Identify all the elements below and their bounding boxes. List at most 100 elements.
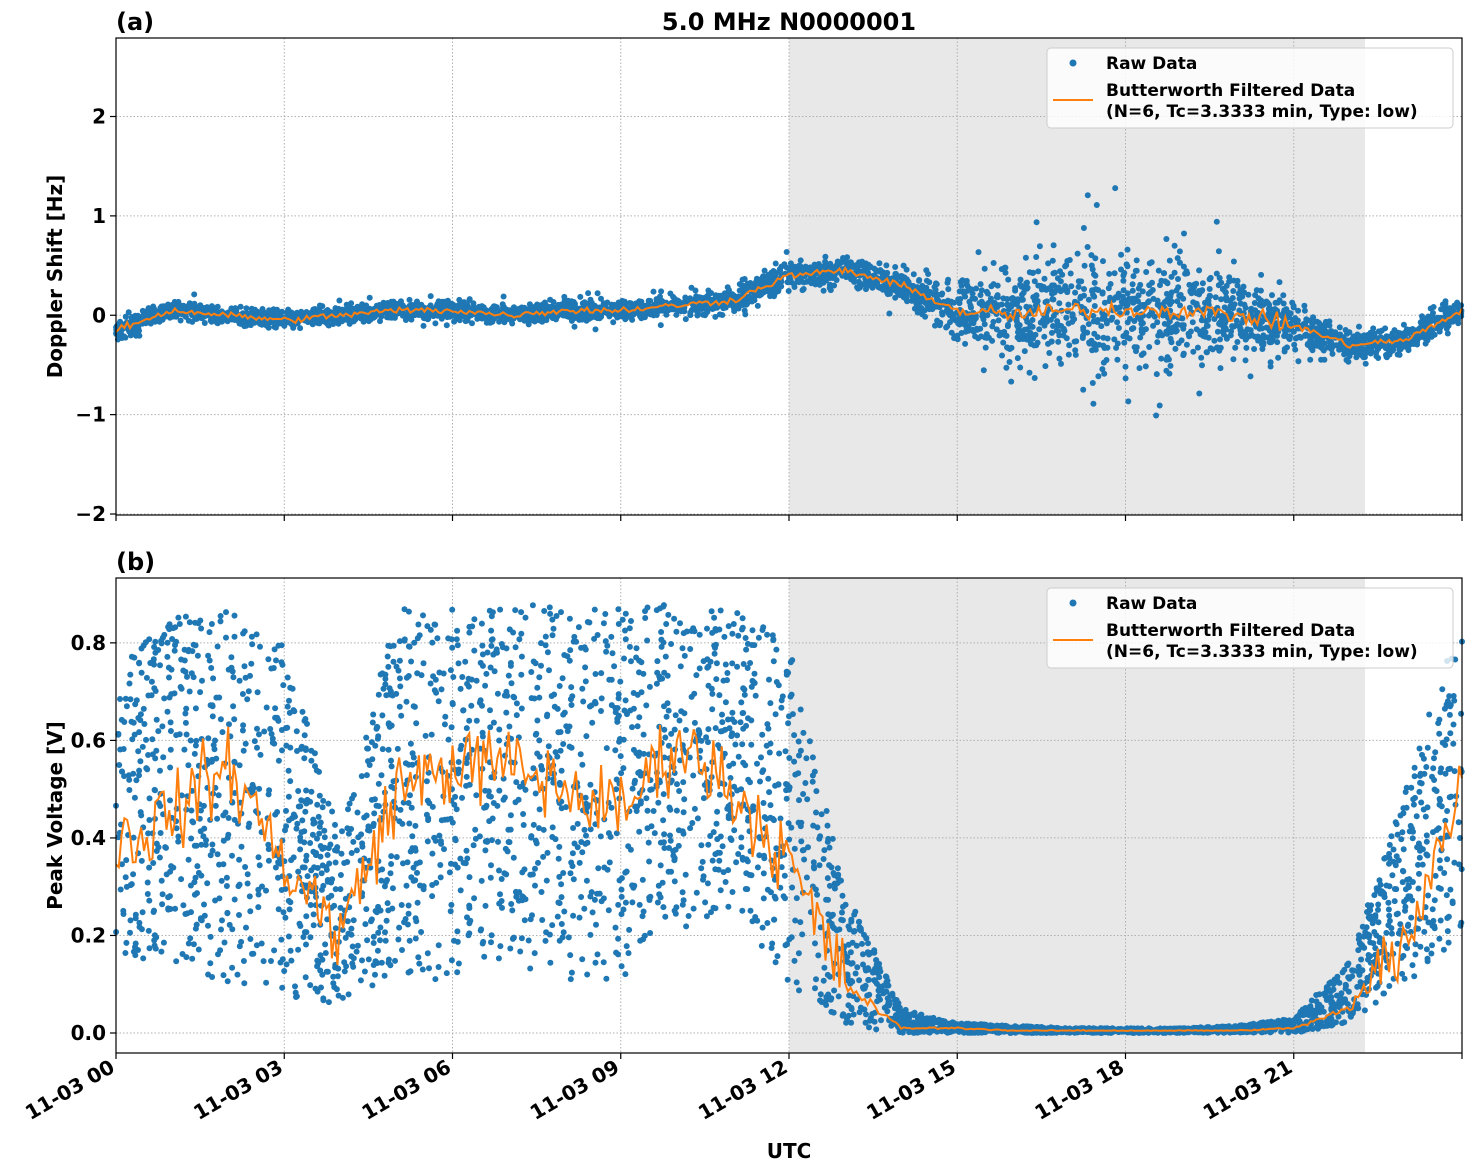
raw-data-point — [667, 290, 674, 297]
raw-data-point — [1158, 355, 1165, 362]
raw-data-point — [787, 260, 794, 267]
raw-data-point — [644, 604, 651, 611]
raw-data-point — [834, 259, 841, 266]
raw-data-point — [419, 966, 426, 973]
raw-data-point — [758, 942, 765, 949]
raw-data-point — [1122, 375, 1129, 382]
raw-data-point — [990, 260, 997, 266]
raw-data-point — [1104, 335, 1111, 342]
raw-data-point — [1164, 354, 1171, 361]
raw-data-point — [1416, 854, 1423, 861]
raw-data-point — [1166, 370, 1173, 377]
raw-data-point — [760, 767, 767, 774]
raw-data-point — [583, 832, 589, 839]
raw-data-point — [1171, 242, 1178, 249]
raw-data-point — [190, 941, 197, 948]
raw-data-point — [1148, 259, 1155, 266]
raw-data-point — [793, 979, 800, 986]
raw-data-point — [365, 315, 372, 322]
raw-data-point — [840, 255, 847, 262]
raw-data-point — [667, 306, 673, 313]
raw-data-point — [1074, 250, 1081, 257]
raw-data-point — [1014, 355, 1021, 362]
raw-data-point — [172, 312, 179, 318]
raw-data-point — [826, 844, 833, 851]
raw-data-point — [1186, 281, 1193, 288]
raw-data-point — [800, 279, 807, 286]
raw-data-point — [1089, 380, 1096, 386]
raw-data-point — [1091, 303, 1098, 309]
raw-data-point — [521, 317, 528, 324]
raw-data-point — [1023, 303, 1030, 310]
raw-data-point — [1356, 349, 1363, 356]
raw-data-point — [143, 674, 150, 681]
raw-data-point — [1109, 314, 1116, 321]
raw-data-point — [1199, 362, 1205, 369]
raw-data-point — [1146, 282, 1153, 289]
raw-data-point — [774, 953, 781, 960]
raw-data-point — [1223, 294, 1230, 301]
raw-data-point — [1193, 290, 1200, 297]
raw-data-point — [1180, 350, 1187, 357]
raw-data-point — [1015, 329, 1021, 336]
raw-data-point — [1003, 364, 1010, 371]
raw-data-point — [815, 278, 822, 285]
raw-data-point — [1045, 260, 1052, 267]
raw-data-point — [520, 822, 527, 828]
raw-data-point — [1340, 346, 1347, 353]
raw-data-point — [658, 288, 665, 295]
raw-data-point — [1268, 339, 1275, 346]
raw-data-point — [977, 325, 984, 332]
raw-data-point — [285, 933, 292, 940]
raw-data-point — [244, 696, 251, 703]
raw-data-point — [316, 317, 323, 324]
raw-data-point — [1154, 319, 1161, 326]
raw-data-point — [1221, 304, 1228, 311]
raw-data-point — [1120, 272, 1127, 279]
raw-data-point — [1113, 344, 1120, 351]
raw-data-point — [692, 303, 699, 310]
raw-data-point — [131, 794, 138, 801]
raw-data-point — [977, 292, 984, 298]
y-tick-label: 1 — [92, 204, 106, 228]
raw-data-point — [191, 291, 198, 298]
raw-data-point — [884, 291, 891, 298]
raw-data-point — [625, 950, 632, 957]
raw-data-point — [529, 602, 536, 609]
raw-data-point — [634, 723, 641, 730]
raw-data-point — [237, 303, 244, 310]
raw-data-point — [176, 302, 183, 308]
raw-data-point — [610, 319, 617, 326]
raw-data-point — [1029, 317, 1036, 323]
raw-data-point — [534, 304, 541, 310]
raw-data-point — [945, 276, 952, 283]
raw-data-point — [1080, 386, 1087, 393]
raw-data-point — [1393, 853, 1400, 860]
raw-data-point — [795, 770, 802, 777]
raw-data-point — [1146, 344, 1153, 350]
raw-data-point — [1027, 323, 1034, 330]
raw-data-point — [713, 660, 720, 667]
raw-data-point — [1033, 292, 1040, 299]
raw-data-point — [243, 305, 250, 312]
raw-data-point — [577, 293, 584, 300]
raw-data-point — [1445, 939, 1452, 946]
raw-data-point — [1283, 308, 1290, 315]
raw-data-point — [558, 881, 565, 888]
raw-data-point — [1065, 351, 1072, 358]
raw-data-point — [867, 282, 874, 289]
raw-data-point — [469, 320, 475, 327]
raw-data-point — [544, 849, 551, 856]
raw-data-point — [757, 778, 763, 785]
raw-data-point — [468, 702, 475, 709]
raw-data-point — [1046, 350, 1053, 356]
raw-data-point — [827, 287, 834, 294]
raw-data-point — [721, 633, 728, 640]
raw-data-point — [159, 891, 166, 898]
raw-data-point — [916, 277, 922, 284]
raw-data-point — [1002, 269, 1009, 276]
raw-data-point — [1234, 277, 1241, 284]
raw-data-point — [1215, 248, 1222, 255]
raw-data-point — [759, 924, 766, 931]
